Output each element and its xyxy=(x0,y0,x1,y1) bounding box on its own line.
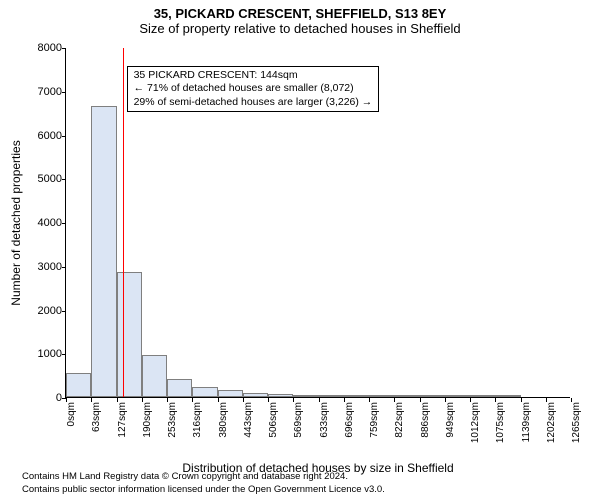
histogram-bar xyxy=(117,272,142,397)
x-tick-mark xyxy=(243,398,244,402)
x-tick-label: 569sqm xyxy=(293,402,304,438)
histogram-bar xyxy=(495,395,520,397)
y-tick-mark xyxy=(62,179,66,180)
x-tick-mark xyxy=(344,398,345,402)
reference-line xyxy=(123,48,124,397)
y-tick-mark xyxy=(62,136,66,137)
x-tick-mark xyxy=(192,398,193,402)
x-tick-label: 127sqm xyxy=(117,402,128,438)
y-tick-mark xyxy=(62,267,66,268)
histogram-bar xyxy=(369,395,394,397)
histogram-bar xyxy=(66,373,91,398)
histogram-bar xyxy=(142,355,167,397)
x-tick-mark xyxy=(167,398,168,402)
x-tick-mark xyxy=(319,398,320,402)
x-tick-mark xyxy=(293,398,294,402)
y-axis-label: Number of detached properties xyxy=(9,140,23,305)
y-tick-label: 2000 xyxy=(22,305,62,317)
x-tick-mark xyxy=(495,398,496,402)
x-tick-label: 190sqm xyxy=(142,402,153,438)
histogram-bar xyxy=(218,390,243,397)
x-tick-label: 253sqm xyxy=(167,402,178,438)
x-tick-label: 1202sqm xyxy=(546,402,557,443)
x-tick-label: 1139sqm xyxy=(521,402,532,442)
histogram-bar xyxy=(394,395,419,397)
y-tick-label: 0 xyxy=(22,392,62,404)
x-tick-mark xyxy=(445,398,446,402)
plot-area: Number of detached properties Distributi… xyxy=(65,48,570,398)
histogram-bar xyxy=(420,395,445,397)
x-tick-mark xyxy=(369,398,370,402)
histogram-bar xyxy=(192,387,217,398)
y-tick-mark xyxy=(62,354,66,355)
x-tick-label: 63sqm xyxy=(91,402,102,432)
x-tick-mark xyxy=(268,398,269,402)
x-tick-mark xyxy=(117,398,118,402)
x-tick-mark xyxy=(218,398,219,402)
y-tick-mark xyxy=(62,223,66,224)
x-tick-mark xyxy=(521,398,522,402)
x-tick-mark xyxy=(571,398,572,402)
histogram-bar xyxy=(243,393,268,397)
histogram-bar xyxy=(344,395,369,397)
annotation-line: 29% of semi-detached houses are larger (… xyxy=(134,96,373,110)
histogram-bar xyxy=(91,106,116,397)
annotation-line: 35 PICKARD CRESCENT: 144sqm xyxy=(134,69,373,83)
x-tick-label: 443sqm xyxy=(243,402,254,438)
y-tick-label: 7000 xyxy=(22,86,62,98)
x-tick-mark xyxy=(546,398,547,402)
annotation-line: ← 71% of detached houses are smaller (8,… xyxy=(134,82,373,96)
y-tick-mark xyxy=(62,92,66,93)
chart-container: Number of detached properties Distributi… xyxy=(65,48,570,398)
x-tick-mark xyxy=(91,398,92,402)
histogram-bar xyxy=(445,395,470,397)
y-tick-label: 8000 xyxy=(22,42,62,54)
x-tick-label: 949sqm xyxy=(445,402,456,438)
y-tick-label: 1000 xyxy=(22,348,62,360)
histogram-bar xyxy=(268,394,293,397)
x-tick-label: 1075sqm xyxy=(495,402,506,443)
x-tick-label: 0sqm xyxy=(66,402,77,426)
x-tick-label: 316sqm xyxy=(192,402,203,438)
histogram-bar xyxy=(167,379,192,397)
x-tick-label: 380sqm xyxy=(218,402,229,438)
chart-title-main: 35, PICKARD CRESCENT, SHEFFIELD, S13 8EY xyxy=(0,0,600,21)
footer-text: Contains HM Land Registry data © Crown c… xyxy=(22,471,385,496)
y-tick-mark xyxy=(62,48,66,49)
x-tick-label: 759sqm xyxy=(369,402,380,438)
footer-line-2: Contains public sector information licen… xyxy=(22,484,385,496)
x-tick-label: 696sqm xyxy=(344,402,355,438)
x-tick-label: 886sqm xyxy=(420,402,431,438)
y-tick-mark xyxy=(62,311,66,312)
x-tick-label: 506sqm xyxy=(268,402,279,438)
y-tick-label: 4000 xyxy=(22,217,62,229)
histogram-bar xyxy=(293,395,318,397)
histogram-bar xyxy=(319,395,344,397)
histogram-bar xyxy=(470,395,495,397)
y-tick-label: 6000 xyxy=(22,130,62,142)
x-tick-mark xyxy=(394,398,395,402)
x-tick-mark xyxy=(420,398,421,402)
y-tick-label: 3000 xyxy=(22,261,62,273)
x-tick-label: 633sqm xyxy=(319,402,330,438)
chart-title-sub: Size of property relative to detached ho… xyxy=(0,21,600,40)
x-tick-label: 1012sqm xyxy=(470,402,481,443)
x-tick-mark xyxy=(470,398,471,402)
y-tick-label: 5000 xyxy=(22,173,62,185)
x-tick-mark xyxy=(142,398,143,402)
x-tick-label: 822sqm xyxy=(394,402,405,438)
x-tick-mark xyxy=(66,398,67,402)
annotation-box: 35 PICKARD CRESCENT: 144sqm← 71% of deta… xyxy=(127,66,380,113)
x-tick-label: 1265sqm xyxy=(571,402,582,443)
footer-line-1: Contains HM Land Registry data © Crown c… xyxy=(22,471,385,483)
